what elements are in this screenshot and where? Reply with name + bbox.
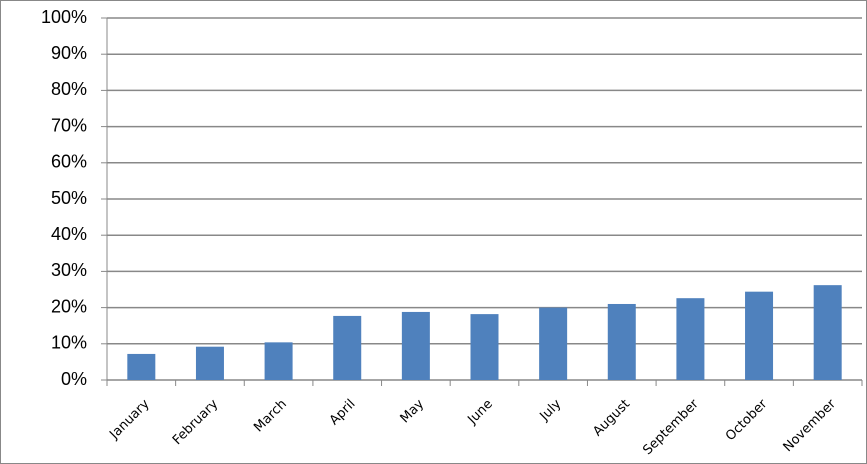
y-tick-label: 30% xyxy=(51,260,87,280)
y-tick-label: 40% xyxy=(51,224,87,244)
bar xyxy=(539,307,568,380)
bar xyxy=(745,291,774,380)
y-tick-label: 80% xyxy=(51,79,87,99)
bar xyxy=(470,314,499,380)
y-tick-label: 10% xyxy=(51,333,87,353)
y-tick-label: 60% xyxy=(51,152,87,172)
bar xyxy=(264,342,293,380)
y-tick-label: 50% xyxy=(51,188,87,208)
y-tick-label: 0% xyxy=(61,369,87,389)
bar xyxy=(333,315,362,380)
bar xyxy=(813,285,842,380)
y-tick-label: 70% xyxy=(51,115,87,135)
bar xyxy=(676,298,705,380)
bar xyxy=(195,346,224,380)
bar xyxy=(127,353,156,380)
bar xyxy=(607,303,636,380)
y-tick-label: 20% xyxy=(51,296,87,316)
y-tick-label: 90% xyxy=(51,43,87,63)
bar xyxy=(401,311,430,380)
y-tick-label: 100% xyxy=(41,7,87,27)
